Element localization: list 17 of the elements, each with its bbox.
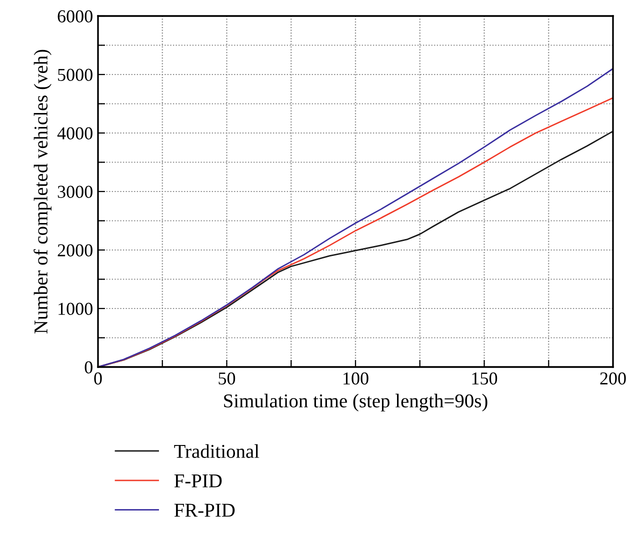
x-tick-label: 100 (344, 372, 368, 385)
y-tick-label: 2000 (58, 244, 92, 256)
y-tick-label: 5000 (58, 68, 92, 81)
x-tick-label: 200 (600, 372, 626, 385)
y-tick-label: 3000 (58, 186, 92, 198)
legend-label: F-PID (174, 474, 222, 488)
y-tick-label: 1000 (58, 302, 92, 315)
y-axis-title: Number of completed vehicles (veh) (34, 50, 52, 334)
legend-label: FR-PID (174, 504, 235, 517)
y-tick-label: 6000 (58, 10, 92, 22)
legend-label: Traditional (174, 444, 260, 458)
x-tick-label: 50 (218, 372, 236, 385)
y-tick-label: 4000 (57, 127, 92, 140)
y-tick-label: 0 (84, 361, 92, 374)
x-axis-title: Simulation time (step length=90s) (224, 394, 488, 412)
x-tick-label: 150 (472, 372, 498, 385)
x-tick-label: 0 (94, 372, 102, 385)
